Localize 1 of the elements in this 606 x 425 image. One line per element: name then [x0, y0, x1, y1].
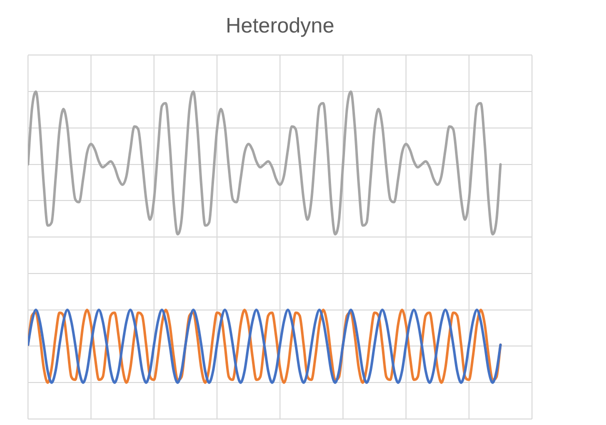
chart-title: Heterodyne — [226, 14, 334, 38]
